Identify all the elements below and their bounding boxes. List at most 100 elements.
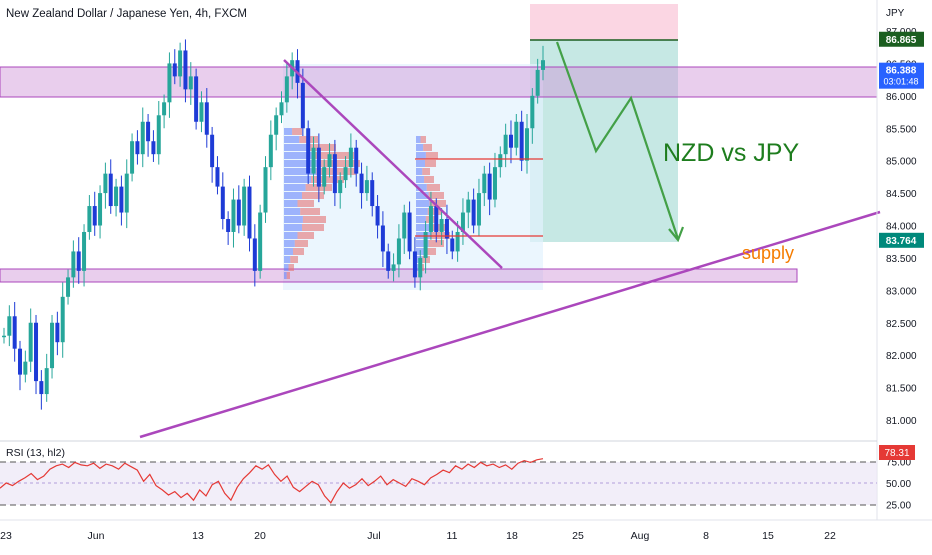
candle-body [71,251,76,278]
volume-bar-sell [292,128,302,135]
rsi-line [0,458,544,504]
candle-body [370,180,375,207]
candle-body [279,102,284,116]
candle-body [252,238,257,271]
candle-body [18,348,23,375]
candle-body [450,238,455,252]
candle-body [156,115,161,155]
candle-body [151,141,156,155]
candle-body [455,231,460,252]
volume-bar-sell [307,144,336,151]
candle-body [284,76,289,103]
volume-bar-sell [297,200,314,207]
volume-bar-buy [416,160,425,167]
candle-body [98,193,103,226]
resistance-zone [0,66,878,98]
candle-body [354,147,359,174]
price-tick-label: 85.000 [886,157,917,168]
price-tick-label: 81.500 [886,384,917,395]
volume-bar-sell [311,176,344,183]
price-badge [879,31,924,47]
price-badge-label: 86.865 [886,35,917,46]
candle-body [108,173,113,207]
candle-body [535,69,540,96]
candle-body [167,63,172,103]
price-badge-label: 83.764 [886,236,917,247]
candle-body [114,186,119,207]
candle-body [2,335,6,338]
candle-body [263,167,268,213]
currency-label: JPY [886,8,905,19]
volume-bar-buy [284,160,319,167]
rsi-tick-label: 75.00 [886,458,911,469]
candle-body [274,115,279,135]
time-label: Jul [367,530,380,542]
time-label: 22 [824,530,836,542]
volume-bar-sell [429,200,446,207]
rsi-tick-label: 50.00 [886,479,911,490]
price-badge [879,232,924,248]
volume-bar-sell [302,216,326,223]
time-label: 8 [703,530,709,542]
price-candles [2,39,545,410]
price-tick-label: 82.000 [886,351,917,362]
candle-body [50,322,55,369]
candle-body [162,102,167,116]
forecast-path [555,41,680,240]
pair-annotation: NZD vs JPY [663,139,799,167]
volume-bar-buy [284,128,293,135]
candle-body [28,322,33,362]
candle-body [82,231,87,271]
volume-bar-sell [300,208,320,215]
supply-annotation: supply [742,243,794,263]
volume-bar-sell [288,264,294,271]
time-label: Aug [631,530,650,542]
descending-trendline[interactable] [283,59,503,269]
rsi-value-badge [879,445,915,460]
candle-body [135,141,140,155]
volume-bar-sell [426,184,440,191]
price-tick-label: 82.500 [886,319,917,330]
rsi-tick-label: 25.00 [886,501,911,512]
volume-bar-sell [425,160,436,167]
candle-body [236,199,241,226]
volume-bar-buy [284,136,300,143]
stop-loss-zone [530,4,678,40]
candle-body [412,251,417,278]
volume-bar-sell [297,232,314,239]
volume-bar-buy [284,264,289,271]
price-tick-label: 84.500 [886,189,917,200]
candle-body [92,206,97,226]
candle-body [541,60,545,70]
candle-body [466,199,471,213]
price-badge-label: 86.388 [886,66,917,77]
volume-bar-buy [284,272,287,279]
candle-body [130,141,135,174]
candle-body [476,193,481,226]
candle-body [396,238,401,265]
candle-body [258,212,263,271]
candle-body [492,167,497,200]
candle-body [7,316,12,336]
volume-bar-buy [416,264,420,271]
candle-body [514,121,519,148]
candle-body [124,173,129,213]
candle-body [220,186,225,220]
time-label: 25 [572,530,584,542]
candle-body [322,167,327,187]
candle-body [226,219,231,232]
time-label: 15 [762,530,774,542]
volume-bar-buy [284,216,303,223]
candle-body [204,102,209,135]
ascending-trendline[interactable] [139,210,881,439]
time-label: 23 [0,530,12,542]
volume-bar-sell [422,168,430,175]
candle-body [471,199,476,226]
candle-body [311,147,316,174]
candle-body [524,128,529,161]
volume-bar-buy [284,176,311,183]
candle-body [460,212,465,232]
volume-bar-buy [416,240,429,247]
